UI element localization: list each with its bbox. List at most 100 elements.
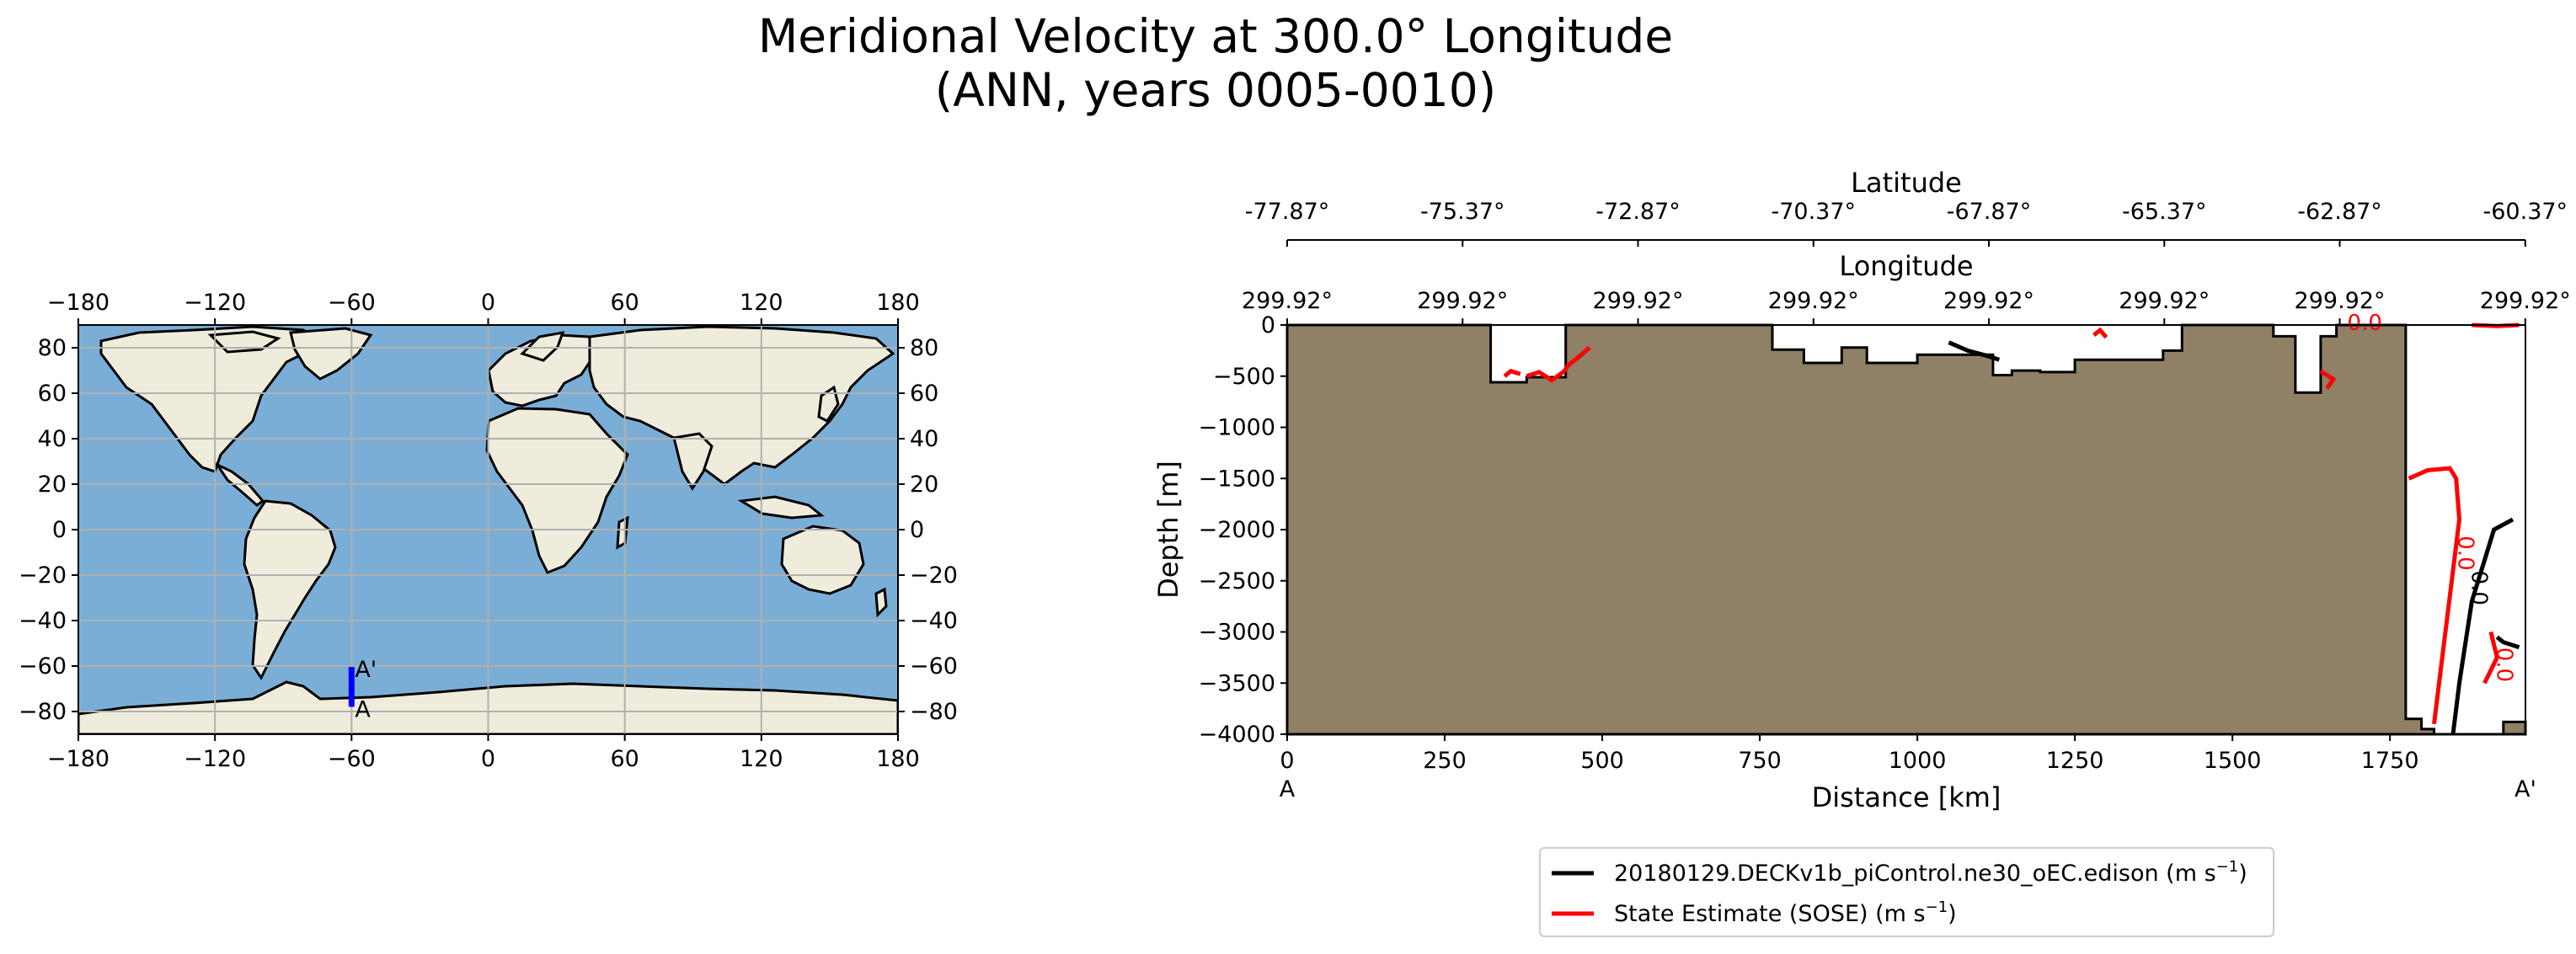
- land-asia: [588, 325, 895, 486]
- map-ytick-label-left: −20: [19, 562, 67, 589]
- contour-line-7: [2408, 466, 2462, 725]
- map-xtick-label-bottom: 60: [610, 746, 639, 772]
- map-ytick-label-left: 0: [52, 517, 67, 543]
- depth-tick-label: −1500: [1199, 466, 1275, 492]
- depth-tick-label: −2500: [1199, 568, 1275, 594]
- latitude-tick-label: -75.37°: [1420, 199, 1505, 225]
- land-scandinavia: [520, 331, 565, 362]
- map-xtick-label-bottom: −120: [184, 746, 246, 772]
- depth-axis-label: Depth [m]: [1152, 461, 1184, 599]
- longitude-tick-label: 299.92°: [2480, 288, 2571, 314]
- land-greenland: [289, 327, 373, 381]
- distance-tick-label: 750: [1738, 748, 1782, 774]
- longitude-tick-label: 299.92°: [2119, 288, 2210, 314]
- depth-tick-label: −2000: [1199, 517, 1275, 543]
- map-xtick-label-top: 180: [876, 290, 920, 316]
- map-xtick-label-top: 0: [481, 290, 495, 316]
- map-ytick-label-right: −20: [910, 562, 958, 589]
- latitude-tick-label: -62.87°: [2297, 199, 2382, 225]
- map-ytick-label-left: −40: [19, 608, 67, 634]
- map-ytick-label-right: 20: [910, 472, 938, 498]
- distance-tick-label: 1250: [2046, 748, 2104, 774]
- map-ytick-label-right: 0: [910, 517, 924, 543]
- latitude-axis-label: Latitude: [1851, 167, 1962, 199]
- contour-line-8: [2482, 631, 2499, 685]
- contour-line-1: [2450, 517, 2515, 735]
- section-line: A A': [348, 657, 377, 722]
- map-ytick-label-right: −40: [910, 608, 958, 634]
- longitude-tick-label: 299.92°: [2295, 288, 2386, 314]
- contour-line-0: [1948, 340, 2001, 362]
- map-ytick-label-right: −60: [910, 653, 958, 680]
- figure-title-line2: (ANN, years 0005-0010): [935, 63, 1496, 117]
- distance-tick-label: 0: [1280, 748, 1294, 774]
- map-xtick-label-bottom: −60: [328, 746, 376, 772]
- latitude-ticks: -77.87° -75.37° -72.87° -70.37° -67.87° -65.3…: [1245, 199, 2568, 247]
- distance-tick-label: 1750: [2361, 748, 2419, 774]
- map-xtick-label-bottom: 120: [740, 746, 783, 772]
- longitude-ticks: 299.92° 299.92° 299.92° 299.92° 299.92° 299.9…: [1242, 288, 2571, 325]
- contour-label-0: 0.0: [2466, 571, 2491, 605]
- figure-title-line1: Meridional Velocity at 300.0° Longitude: [758, 9, 1673, 63]
- latitude-tick-label: -67.87°: [1947, 199, 2032, 225]
- contour-line-6: [2319, 369, 2337, 390]
- land-madagascar: [616, 515, 629, 550]
- longitude-tick-label: 299.92°: [1242, 288, 1333, 314]
- latitude-tick-label: -72.87°: [1595, 199, 1681, 225]
- section-end-label: A': [2515, 776, 2536, 802]
- map-gridlines: [77, 325, 899, 734]
- section-plot: 0.00.00.00.0 0 250 500 750 1000 1250 1500 1750 …: [1152, 167, 2571, 813]
- map-ticks: −180 −180 −120 −120 −60 −60 0 0 60 60 120 120 180 180…: [19, 290, 958, 772]
- longitude-axis-label: Longitude: [1839, 250, 1973, 282]
- depth-tick-label: −1000: [1199, 415, 1275, 441]
- longitude-tick-label: 299.92°: [1943, 288, 2034, 314]
- distance-axis-label: Distance [km]: [1812, 781, 2001, 813]
- depth-tick-label: −4000: [1199, 722, 1275, 748]
- depth-ticks: 0 −500 −1000 −1500 −2000 −2500 −3000 −3500 −4000: [1199, 312, 1287, 748]
- distance-tick-label: 1000: [1889, 748, 1947, 774]
- latitude-tick-label: -70.37°: [1771, 199, 1856, 225]
- longitude-tick-label: 299.92°: [1593, 288, 1684, 314]
- contour-label-1: 0.0: [2348, 311, 2382, 336]
- map-ytick-label-left: −60: [19, 653, 67, 680]
- distance-tick-label: 250: [1423, 748, 1467, 774]
- depth-tick-label: −500: [1213, 364, 1275, 390]
- bathymetry-fill: [1285, 323, 2527, 736]
- latitude-tick-label: -77.87°: [1245, 199, 1330, 225]
- map-ytick-label-left: −80: [19, 699, 67, 725]
- map-xtick-label-top: −120: [184, 290, 246, 316]
- contour-label-2: 0.0: [2453, 536, 2478, 570]
- section-start-label: A: [1280, 776, 1296, 802]
- distance-tick-label: 1500: [2204, 748, 2262, 774]
- map-xtick-label-bottom: 0: [481, 746, 495, 772]
- legend-entry-model: 20180129.DECKv1b_piControl.ne30_oEC.edis…: [1614, 858, 2247, 887]
- contour-line-4: [1526, 345, 1591, 383]
- contour-label-3: 0.0: [2491, 648, 2516, 682]
- latitude-tick-label: -65.37°: [2122, 199, 2207, 225]
- map-ytick-label-right: −80: [910, 699, 958, 725]
- map-xtick-label-top: 120: [740, 290, 783, 316]
- bathymetry: [1285, 323, 2527, 736]
- map-ytick-label-right: 60: [910, 381, 938, 407]
- map-section-start: A: [355, 696, 371, 722]
- contour-line-5: [2092, 327, 2108, 339]
- map-xtick-label-bottom: 180: [876, 746, 920, 772]
- map-ytick-label-right: 80: [910, 335, 938, 361]
- depth-tick-label: −3500: [1199, 670, 1275, 696]
- contour-labels: 0.00.00.00.0: [2348, 311, 2517, 682]
- latitude-tick-label: -60.37°: [2483, 199, 2568, 225]
- distance-tick-label: 500: [1580, 748, 1624, 774]
- depth-tick-label: 0: [1261, 312, 1275, 338]
- depth-tick-label: −3000: [1199, 620, 1275, 646]
- land-new-zealand: [874, 587, 888, 618]
- longitude-tick-label: 299.92°: [1417, 288, 1508, 314]
- map-ytick-label-right: 40: [910, 426, 938, 452]
- map-ytick-label-left: 20: [38, 472, 67, 498]
- map-xtick-label-top: −60: [328, 290, 376, 316]
- contour-line-3: [1503, 368, 1521, 378]
- legend-box: [1539, 847, 2274, 937]
- world-map: A A' −180 −180 −120 −120 −60 −60 0 0 60 60 120 120 18…: [19, 290, 958, 772]
- map-section-end: A': [355, 657, 377, 683]
- legend-entry-sose: State Estimate (SOSE) (m s−1): [1614, 898, 1957, 927]
- distance-ticks: 0 250 500 750 1000 1250 1500 1750: [1280, 734, 2419, 774]
